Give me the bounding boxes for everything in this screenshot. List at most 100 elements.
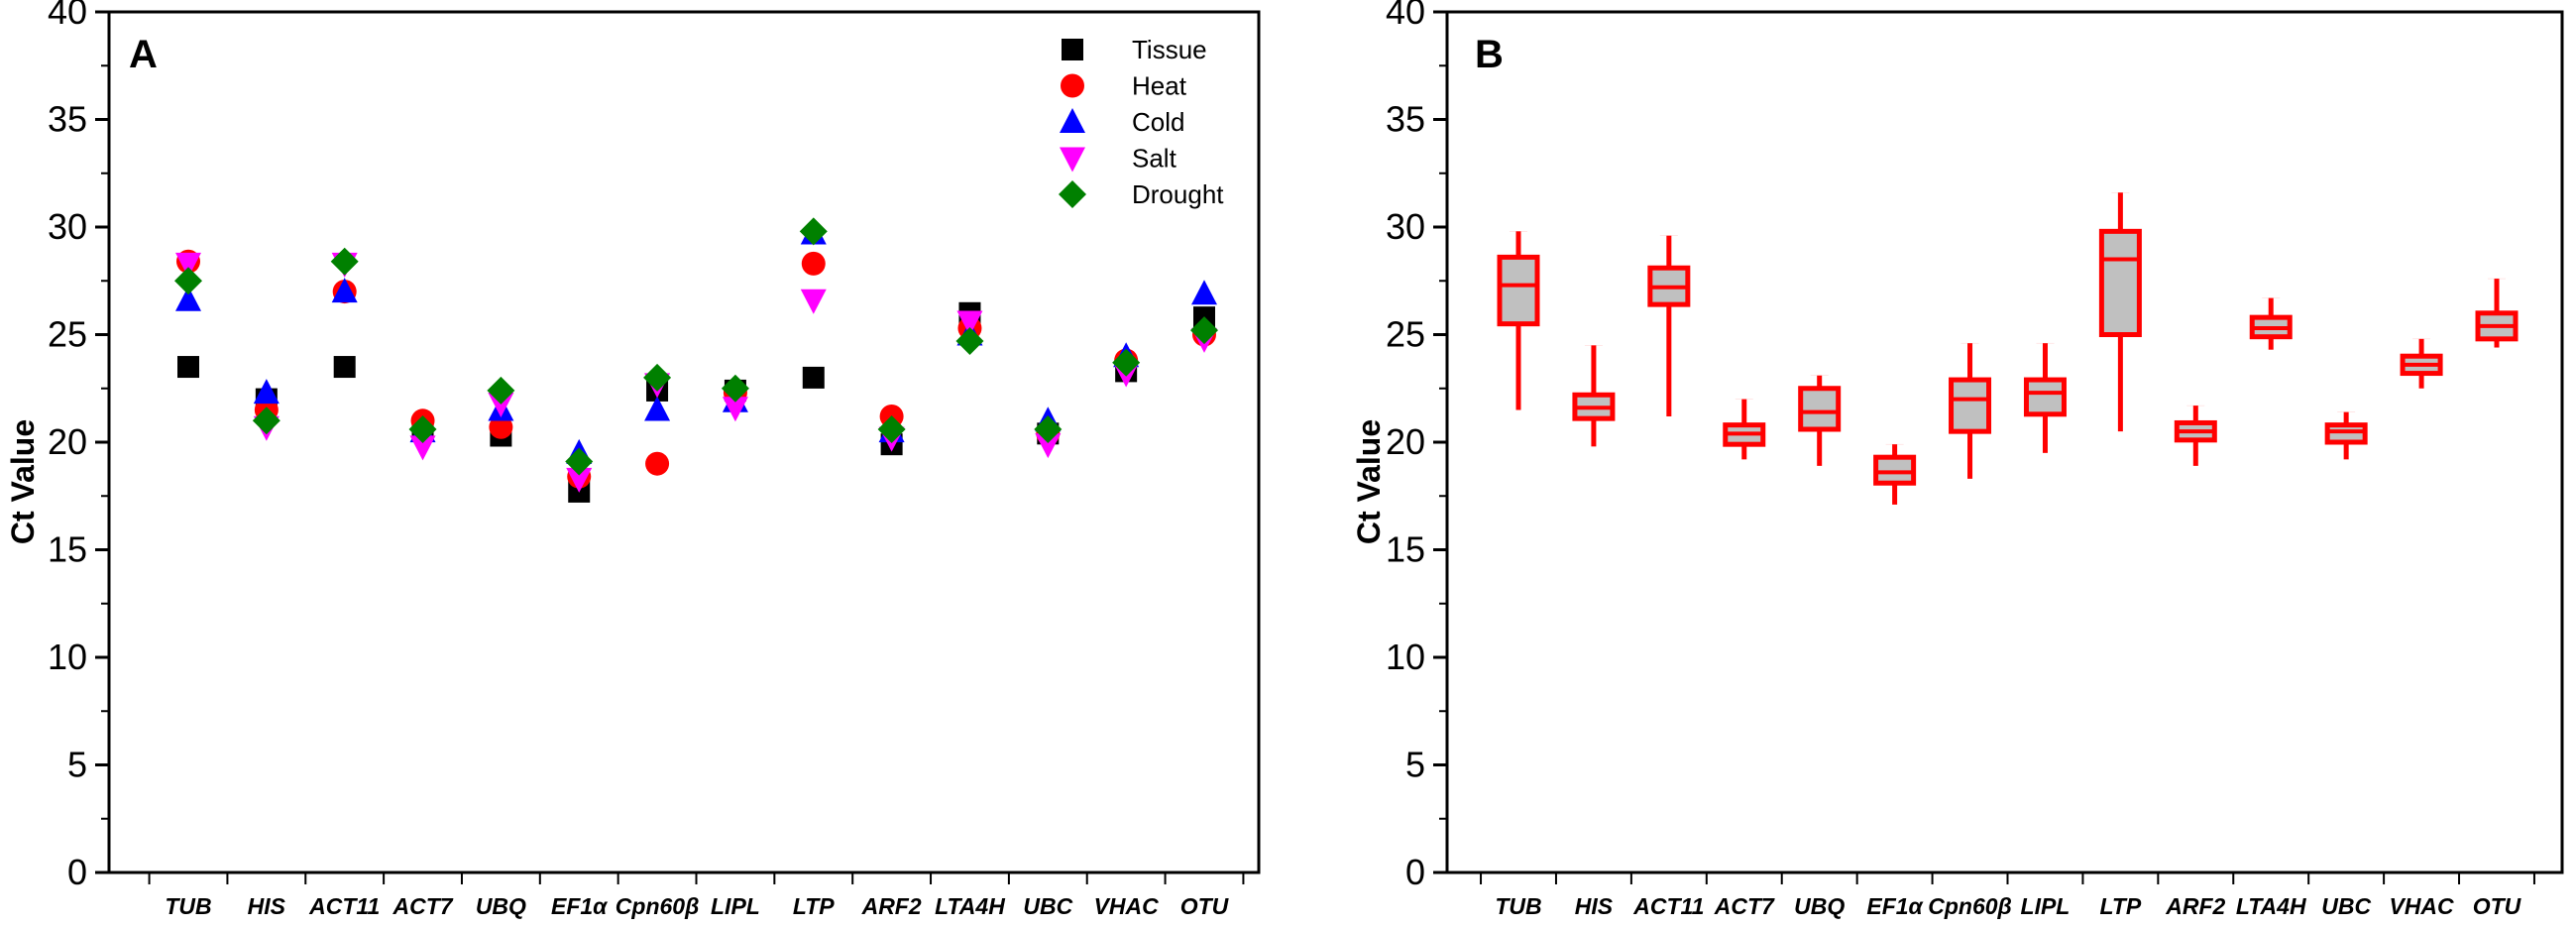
panel-a-x-category-label: HIS	[248, 893, 286, 919]
point-drought	[1190, 316, 1218, 345]
point-drought	[1112, 348, 1141, 377]
point-drought	[565, 447, 594, 476]
panel-b-x-category-label: LIPL	[2021, 893, 2071, 919]
panel-b-x-category-label: UBQ	[1794, 893, 1845, 919]
legend-label-drought: Drought	[1132, 179, 1224, 209]
panel-a-x-category-label: TUB	[165, 893, 211, 919]
panel-b-x-category-label: ARF2	[2165, 893, 2225, 919]
panel-a-panel-letter: A	[129, 33, 158, 76]
panel-b-plot-frame	[1445, 10, 2564, 874]
panel-b-y-tick-label: 40	[1386, 0, 1425, 32]
point-salt	[800, 289, 827, 314]
point-tissue	[802, 366, 825, 389]
point-drought	[408, 414, 437, 443]
panel-b-x-category-label: Cpn60β	[1928, 893, 2012, 919]
point-cold	[644, 396, 671, 421]
legend-marker-drought	[1059, 180, 1086, 208]
legend-marker-cold	[1060, 108, 1085, 133]
panel-b-y-tick-label: 15	[1386, 529, 1425, 570]
panel-b-y-axis-title: Ct Value	[1351, 419, 1387, 544]
point-salt	[409, 435, 436, 461]
point-drought	[799, 217, 828, 246]
panel-a-y-axis-title: Ct Value	[5, 419, 41, 544]
panel-a-y-tick-label: 15	[48, 529, 87, 570]
point-drought	[955, 327, 984, 356]
point-salt	[175, 252, 201, 278]
panel-b-y-tick-label: 5	[1405, 745, 1425, 785]
panel-b-y-tick-label: 10	[1386, 637, 1425, 677]
panel-a-x-category-label: VHAC	[1094, 893, 1160, 919]
box-iqr	[2098, 228, 2142, 337]
panel-b-x-category-label: LTP	[2100, 893, 2142, 919]
panel-a-plot-frame	[107, 10, 1261, 874]
panel-b-y-tick-label: 35	[1386, 99, 1425, 140]
legend-label-cold: Cold	[1132, 107, 1184, 137]
panel-b-x-category-label: OTU	[2473, 893, 2522, 919]
panel-b-y-tick-label: 0	[1405, 852, 1425, 892]
panel-b-x-category-label: VHAC	[2389, 893, 2454, 919]
panel-a-y-tick-label: 5	[67, 745, 87, 785]
panel-a-x-category-label: ARF2	[861, 893, 922, 919]
panel-a-x-category-label: LIPL	[711, 893, 760, 919]
panel-b-x-category-label: UBC	[2321, 893, 2371, 919]
legend-label-tissue: Tissue	[1132, 35, 1207, 64]
point-drought	[1034, 414, 1063, 443]
panel-a-x-category-label: UBQ	[476, 893, 526, 919]
panel-a-y-tick-label: 30	[48, 206, 87, 247]
panel-a-y-tick-label: 25	[48, 314, 87, 355]
panel-a-x-category-label: UBC	[1023, 893, 1072, 919]
point-drought	[643, 363, 672, 392]
panel-b-y-tick-label: 20	[1386, 421, 1425, 462]
point-drought	[174, 267, 202, 295]
panel-a-x-category-label: LTP	[793, 893, 835, 919]
point-drought	[877, 414, 906, 443]
box-iqr	[1873, 454, 1917, 486]
point-salt	[488, 392, 514, 417]
panel-b-x-category-label: LTA4H	[2236, 893, 2306, 919]
panel-a-y-tick-label: 0	[67, 852, 87, 892]
point-drought	[487, 376, 515, 405]
panel-b-x-category-label: ACT11	[1632, 893, 1704, 919]
point-drought	[252, 406, 280, 435]
panel-a-x-category-label: EF1α	[551, 893, 609, 919]
point-salt	[566, 467, 593, 493]
point-salt	[956, 310, 983, 336]
panel-a-y-tick-label: 40	[48, 0, 87, 32]
panel-b-x-category-label: TUB	[1495, 893, 1541, 919]
point-cold	[331, 278, 358, 303]
panel-b-y-tick-label: 30	[1386, 206, 1425, 247]
point-drought	[721, 374, 749, 403]
panel-a-y-tick-label: 10	[48, 637, 87, 677]
point-tissue	[333, 356, 356, 379]
panel-a-x-category-label: OTU	[1180, 893, 1230, 919]
panel-a-x-category-label: ACT7	[392, 893, 454, 919]
panel-b-x-category-label: EF1α	[1866, 893, 1924, 919]
panel-a-x-category-label: Cpn60β	[616, 893, 700, 919]
panel-b-x-category-label: HIS	[1575, 893, 1614, 919]
point-cold	[253, 379, 280, 405]
legend-marker-tissue	[1062, 39, 1083, 60]
point-cold	[1191, 280, 1217, 305]
point-heat	[645, 451, 670, 476]
point-drought	[330, 247, 359, 276]
point-heat	[489, 414, 513, 439]
panel-b-x-category-label: ACT7	[1714, 893, 1775, 919]
box-iqr	[2023, 377, 2067, 417]
panel-a-x-category-label: LTA4H	[935, 893, 1005, 919]
box-iqr	[1949, 377, 1992, 434]
panel-a-y-tick-label: 35	[48, 99, 87, 140]
point-heat	[801, 251, 826, 276]
legend-marker-salt	[1060, 147, 1085, 173]
panel-b-panel-letter: B	[1475, 33, 1504, 76]
point-salt	[1035, 433, 1062, 459]
box-iqr	[2324, 422, 2368, 445]
box-iqr	[1798, 386, 1842, 432]
box-iqr	[1497, 254, 1540, 327]
legend-label-salt: Salt	[1132, 144, 1177, 174]
point-cold	[175, 286, 201, 311]
panel-a-y-tick-label: 20	[48, 421, 87, 462]
point-tissue	[177, 356, 199, 379]
legend-label-heat: Heat	[1132, 71, 1187, 101]
panel-a-x-category-label: ACT11	[308, 893, 380, 919]
